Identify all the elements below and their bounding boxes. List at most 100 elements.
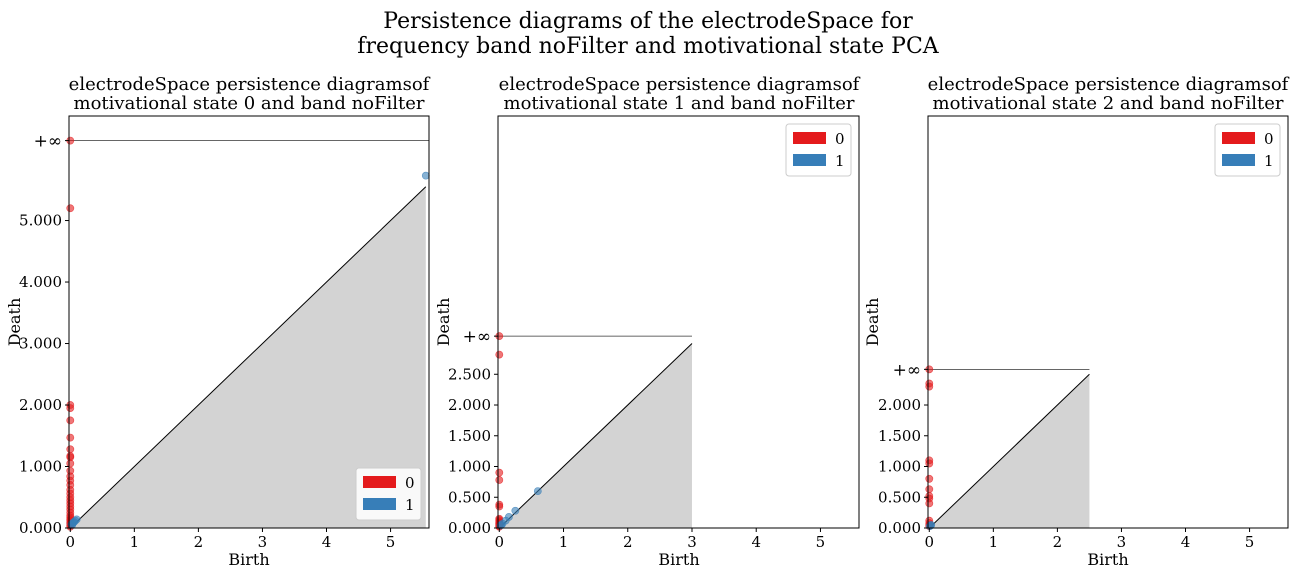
x-tick-label: 2 [1053,533,1063,551]
y-tick-label: 4.000 [19,273,62,291]
point-series-1 [69,518,78,527]
subplot-title-line-2: motivational state 2 and band noFilter [933,93,1284,114]
legend-swatch-1 [1222,154,1255,166]
x-axis-label: Birth [658,550,699,569]
subplot-title-line-1: electrodeSpace persistence diagramsof [499,74,861,95]
y-tick-label: 0.000 [448,519,491,537]
legend-label-0: 0 [1264,130,1274,148]
legend: 01 [355,467,422,521]
point-series-0 [495,350,504,359]
y-tick-label: 1.500 [448,427,491,445]
legend-label-0: 0 [405,474,415,492]
point-series-1 [421,171,430,180]
point-series-0 [66,416,75,425]
point-series-1 [533,487,542,496]
legend-swatch-0 [1222,132,1255,144]
legend: 01 [1214,123,1281,177]
subplot-state-0: electrodeSpace persistence diagramsof mo… [5,74,431,569]
diagonal-line [498,343,693,529]
subplot-title-line-1: electrodeSpace persistence diagramsof [928,74,1290,95]
subplot-state-2: electrodeSpace persistence diagramsof mo… [863,74,1290,569]
point-series-1 [496,521,505,530]
x-tick-label: 4 [1181,533,1191,551]
y-axis-label: Death [5,298,24,347]
y-tick-label: 2.000 [19,396,62,414]
y-tick-label: 0.000 [19,519,62,537]
x-tick-label: 3 [687,533,697,551]
x-tick-label: 2 [194,533,204,551]
point-series-0 [925,474,934,483]
diagonal-line [928,373,1090,529]
point-series-0 [925,485,934,494]
x-tick-label: 4 [322,533,332,551]
infinity-tick-label: +∞ [34,132,62,152]
point-series-0 [925,382,934,391]
point-series-0 [495,468,504,477]
point-series-0 [66,459,75,468]
x-tick-label: 5 [386,533,396,551]
y-tick-label: 2.000 [448,396,491,414]
point-series-0 [66,433,75,442]
legend-swatch-0 [363,476,396,488]
subplot-title-line-2: motivational state 1 and band noFilter [504,93,855,114]
axes-frame [68,115,430,529]
legend-swatch-1 [363,498,396,510]
y-tick-label: 2.500 [448,365,491,383]
point-series-0 [66,404,75,412]
x-tick-label: 5 [1245,533,1255,551]
point-series-1 [926,522,934,531]
legend-swatch-0 [793,132,826,144]
x-tick-label: 1 [130,533,140,551]
x-tick-label: 0 [66,533,76,551]
x-tick-label: 5 [816,533,826,551]
y-tick-label: 5.000 [19,212,62,230]
y-axis-label: Death [863,298,882,347]
axes-frame [497,115,860,529]
y-tick-label: 1.000 [448,458,491,476]
point-series-1 [511,506,520,515]
point-series-0 [66,445,75,454]
legend: 01 [785,123,852,177]
subplot-title-line-2: motivational state 0 and band noFilter [74,93,425,114]
x-tick-label: 2 [623,533,633,551]
figure-title-line-2: frequency band noFilter and motivational… [357,34,939,59]
axes-frame [927,115,1289,529]
subplot-state-1: electrodeSpace persistence diagramsof mo… [434,74,861,569]
x-tick-label: 0 [495,533,505,551]
y-tick-label: 1.000 [19,458,62,476]
y-tick-label: 2.000 [878,396,921,414]
point-series-0 [925,499,934,508]
y-tick-label: 0.500 [878,488,921,506]
x-axis-label: Birth [228,550,269,569]
legend-label-1: 1 [1264,152,1274,170]
legend-label-0: 0 [835,130,845,148]
x-tick-label: 4 [751,533,761,551]
y-tick-label: 3.000 [19,335,62,353]
x-tick-label: 1 [559,533,569,551]
legend-label-1: 1 [405,496,415,514]
y-tick-label: 1.500 [878,427,921,445]
x-axis-label: Birth [1087,550,1128,569]
infinity-tick-label: +∞ [893,360,921,380]
x-tick-label: 0 [925,533,935,551]
point-series-0 [925,459,934,468]
y-tick-label: 0.000 [878,519,921,537]
y-axis-label: Death [434,298,453,347]
x-tick-label: 3 [258,533,268,551]
legend-label-1: 1 [835,152,845,170]
legend-swatch-1 [793,154,826,166]
figure-title-line-1: Persistence diagrams of the electrodeSpa… [383,9,913,34]
y-tick-label: 0.500 [448,488,491,506]
x-tick-label: 1 [989,533,999,551]
diagonal-line [69,186,427,529]
x-tick-label: 3 [1117,533,1127,551]
point-series-0 [495,476,504,484]
infinity-tick-label: +∞ [463,327,491,347]
subplot-title-line-1: electrodeSpace persistence diagramsof [69,74,431,95]
point-series-0 [66,204,75,213]
y-tick-label: 1.000 [878,458,921,476]
